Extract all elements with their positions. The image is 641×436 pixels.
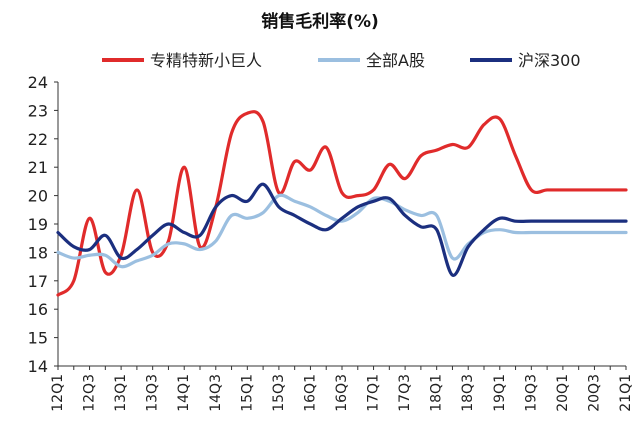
- chart-title: 销售毛利率(%): [261, 11, 379, 32]
- x-tick-label: 18Q1: [429, 374, 445, 412]
- y-tick-label: 23: [28, 101, 48, 120]
- y-tick-label: 18: [28, 243, 48, 262]
- x-tick-label: 16Q3: [334, 374, 350, 412]
- series-layer: [56, 110, 628, 297]
- y-tick-label: 14: [28, 357, 48, 376]
- x-tick-label: 17Q3: [397, 374, 413, 412]
- series-line-2: [56, 193, 628, 269]
- y-tick-label: 17: [28, 272, 48, 291]
- y-tick-label: 19: [28, 215, 48, 234]
- x-tick-label: 19Q3: [523, 374, 539, 412]
- x-tick-label: 21Q1: [618, 374, 634, 412]
- x-tick-label: 12Q1: [50, 374, 66, 412]
- x-tick-label: 13Q1: [113, 374, 129, 412]
- x-tick-label: 20Q1: [555, 374, 571, 412]
- x-tick-label: 18Q3: [460, 374, 476, 412]
- axes: 14 15 16 17 18 19 20 21 22 23 24 12Q1 12Q3 13Q1 13Q3 14…: [28, 73, 634, 412]
- x-tick-label: 15Q3: [271, 374, 287, 412]
- x-tick-label: 20Q3: [586, 374, 602, 412]
- y-tick-label: 21: [28, 158, 48, 177]
- x-tick-label: 19Q1: [492, 374, 508, 412]
- series-line-3: [56, 182, 628, 277]
- y-tick-label: 24: [28, 73, 48, 92]
- x-tick-label: 17Q1: [366, 374, 382, 412]
- x-tick-label: 14Q1: [176, 374, 192, 412]
- y-tick-label: 16: [28, 300, 48, 319]
- y-tick-label: 20: [28, 187, 48, 206]
- legend-label-2: 全部A股: [366, 51, 425, 70]
- y-tick-label: 22: [28, 130, 48, 149]
- x-tick-label: 16Q1: [302, 374, 318, 412]
- legend: 专精特新小巨人 全部A股 沪深300: [102, 51, 581, 70]
- legend-label-1: 专精特新小巨人: [150, 51, 262, 70]
- x-tick-label: 13Q3: [145, 374, 161, 412]
- x-tick-label: 14Q3: [208, 374, 224, 412]
- x-tick-label: 12Q3: [82, 374, 98, 412]
- legend-label-3: 沪深300: [518, 51, 581, 70]
- x-tick-label: 15Q1: [239, 374, 255, 412]
- series-line-1: [56, 110, 628, 297]
- y-tick-label: 15: [28, 329, 48, 348]
